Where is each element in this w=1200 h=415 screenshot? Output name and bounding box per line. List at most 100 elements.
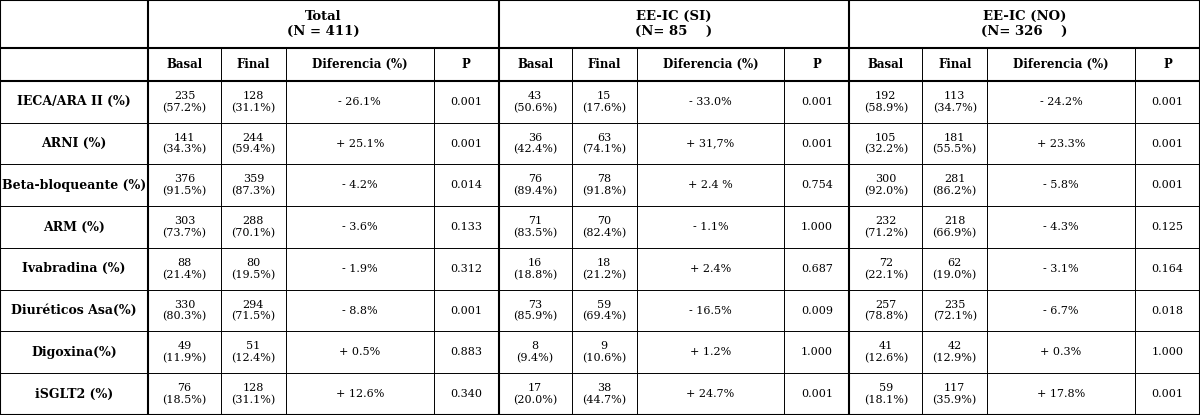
Text: 128
(31.1%): 128 (31.1%) [232, 91, 276, 113]
Text: 0.687: 0.687 [800, 264, 833, 274]
Text: 0.164: 0.164 [1152, 264, 1183, 274]
Text: 0.001: 0.001 [450, 97, 482, 107]
Text: 0.001: 0.001 [800, 97, 833, 107]
Text: 0.001: 0.001 [1152, 181, 1183, 190]
Text: 1.000: 1.000 [1152, 347, 1183, 357]
Text: 0.001: 0.001 [450, 305, 482, 316]
Text: Basal: Basal [868, 58, 904, 71]
Text: 76
(18.5%): 76 (18.5%) [162, 383, 206, 405]
Text: 72
(22.1%): 72 (22.1%) [864, 258, 908, 280]
Text: 359
(87.3%): 359 (87.3%) [232, 174, 276, 196]
Text: + 1.2%: + 1.2% [690, 347, 731, 357]
Text: - 4.2%: - 4.2% [342, 181, 378, 190]
Text: Diferencia (%): Diferencia (%) [312, 58, 408, 71]
Text: P: P [812, 58, 821, 71]
Text: 15
(17.6%): 15 (17.6%) [582, 91, 626, 113]
Text: 376
(91.5%): 376 (91.5%) [162, 174, 206, 196]
Text: 288
(70.1%): 288 (70.1%) [232, 216, 276, 238]
Text: EE-IC (SI)
(N= 85    ): EE-IC (SI) (N= 85 ) [636, 10, 713, 38]
Text: 232
(71.2%): 232 (71.2%) [864, 216, 908, 238]
Text: 300
(92.0%): 300 (92.0%) [864, 174, 908, 196]
Text: + 0.3%: + 0.3% [1040, 347, 1081, 357]
Text: 80
(19.5%): 80 (19.5%) [232, 258, 276, 280]
Text: Ivabradina (%): Ivabradina (%) [23, 262, 126, 276]
Text: 257
(78.8%): 257 (78.8%) [864, 300, 908, 322]
Text: 0.133: 0.133 [450, 222, 482, 232]
Text: Total
(N = 411): Total (N = 411) [287, 10, 360, 38]
Text: Diuréticos Asa(%): Diuréticos Asa(%) [11, 304, 137, 317]
Text: + 25.1%: + 25.1% [336, 139, 384, 149]
Text: - 3.6%: - 3.6% [342, 222, 378, 232]
Text: 303
(73.7%): 303 (73.7%) [162, 216, 206, 238]
Text: 71
(83.5%): 71 (83.5%) [512, 216, 557, 238]
Text: EE-IC (NO)
(N= 326    ): EE-IC (NO) (N= 326 ) [982, 10, 1068, 38]
Text: Beta-bloqueante (%): Beta-bloqueante (%) [2, 179, 146, 192]
Text: 218
(66.9%): 218 (66.9%) [932, 216, 977, 238]
Text: 0.001: 0.001 [450, 139, 482, 149]
Text: P: P [1163, 58, 1172, 71]
Text: Basal: Basal [517, 58, 553, 71]
Text: - 1.1%: - 1.1% [692, 222, 728, 232]
Text: 0.001: 0.001 [1152, 389, 1183, 399]
Text: 18
(21.2%): 18 (21.2%) [582, 258, 626, 280]
Text: 235
(72.1%): 235 (72.1%) [932, 300, 977, 322]
Text: 0.018: 0.018 [1152, 305, 1183, 316]
Text: 0.883: 0.883 [450, 347, 482, 357]
Text: Final: Final [587, 58, 620, 71]
Text: 76
(89.4%): 76 (89.4%) [512, 174, 557, 196]
Text: ARM (%): ARM (%) [43, 221, 104, 234]
Text: - 8.8%: - 8.8% [342, 305, 378, 316]
Text: 36
(42.4%): 36 (42.4%) [512, 133, 557, 155]
Text: + 23.3%: + 23.3% [1037, 139, 1085, 149]
Text: - 1.9%: - 1.9% [342, 264, 378, 274]
Text: Digoxina(%): Digoxina(%) [31, 346, 116, 359]
Text: 62
(19.0%): 62 (19.0%) [932, 258, 977, 280]
Text: 294
(71.5%): 294 (71.5%) [232, 300, 276, 322]
Text: - 26.1%: - 26.1% [338, 97, 382, 107]
Text: + 17.8%: + 17.8% [1037, 389, 1085, 399]
Text: 0.001: 0.001 [800, 389, 833, 399]
Text: 1.000: 1.000 [800, 347, 833, 357]
Text: 59
(18.1%): 59 (18.1%) [864, 383, 908, 405]
Text: 235
(57.2%): 235 (57.2%) [162, 91, 206, 113]
Text: 88
(21.4%): 88 (21.4%) [162, 258, 206, 280]
Text: + 0.5%: + 0.5% [340, 347, 380, 357]
Text: + 2.4%: + 2.4% [690, 264, 731, 274]
Text: 1.000: 1.000 [800, 222, 833, 232]
Text: 16
(18.8%): 16 (18.8%) [512, 258, 557, 280]
Text: 38
(44.7%): 38 (44.7%) [582, 383, 626, 405]
Text: 41
(12.6%): 41 (12.6%) [864, 342, 908, 364]
Text: - 3.1%: - 3.1% [1043, 264, 1079, 274]
Text: 63
(74.1%): 63 (74.1%) [582, 133, 626, 155]
Text: + 24.7%: + 24.7% [686, 389, 734, 399]
Text: 0.312: 0.312 [450, 264, 482, 274]
Text: 105
(32.2%): 105 (32.2%) [864, 133, 908, 155]
Text: 70
(82.4%): 70 (82.4%) [582, 216, 626, 238]
Text: 0.009: 0.009 [800, 305, 833, 316]
Text: 78
(91.8%): 78 (91.8%) [582, 174, 626, 196]
Text: 117
(35.9%): 117 (35.9%) [932, 383, 977, 405]
Text: ARNI (%): ARNI (%) [41, 137, 107, 150]
Text: 113
(34.7%): 113 (34.7%) [932, 91, 977, 113]
Text: P: P [462, 58, 470, 71]
Text: iSGLT2 (%): iSGLT2 (%) [35, 388, 113, 400]
Text: Final: Final [938, 58, 972, 71]
Text: 128
(31.1%): 128 (31.1%) [232, 383, 276, 405]
Text: 192
(58.9%): 192 (58.9%) [864, 91, 908, 113]
Text: - 33.0%: - 33.0% [689, 97, 732, 107]
Text: 0.125: 0.125 [1152, 222, 1183, 232]
Text: 0.014: 0.014 [450, 181, 482, 190]
Text: + 2.4 %: + 2.4 % [688, 181, 733, 190]
Text: 17
(20.0%): 17 (20.0%) [512, 383, 557, 405]
Text: - 24.2%: - 24.2% [1039, 97, 1082, 107]
Text: 0.754: 0.754 [800, 181, 833, 190]
Text: 73
(85.9%): 73 (85.9%) [512, 300, 557, 322]
Text: 42
(12.9%): 42 (12.9%) [932, 342, 977, 364]
Text: 0.340: 0.340 [450, 389, 482, 399]
Text: 281
(86.2%): 281 (86.2%) [932, 174, 977, 196]
Text: - 5.8%: - 5.8% [1043, 181, 1079, 190]
Text: 59
(69.4%): 59 (69.4%) [582, 300, 626, 322]
Text: Basal: Basal [167, 58, 203, 71]
Text: + 31,7%: + 31,7% [686, 139, 734, 149]
Text: Diferencia (%): Diferencia (%) [662, 58, 758, 71]
